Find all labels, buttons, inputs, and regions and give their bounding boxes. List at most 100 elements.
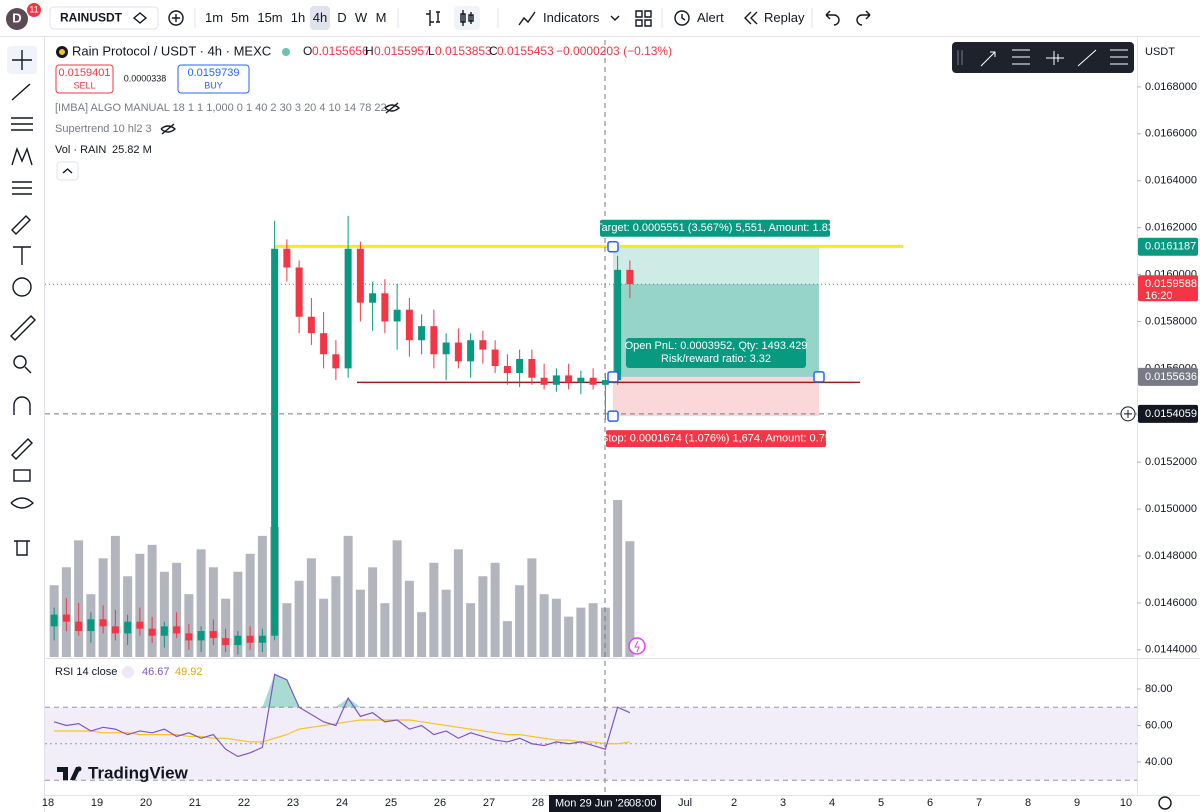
candle-body — [369, 293, 377, 303]
sell-button[interactable] — [55, 64, 114, 94]
time-label: 23 — [287, 797, 299, 809]
volume-bar — [331, 576, 341, 657]
avatar-letter: D — [12, 10, 21, 25]
buy-button[interactable] — [177, 64, 250, 94]
prediction-tool[interactable] — [12, 181, 32, 195]
magnet-tool[interactable] — [13, 396, 31, 415]
replay-button[interactable]: Replay — [764, 10, 805, 25]
candle-body — [540, 377, 548, 385]
replay-icon[interactable] — [744, 11, 758, 25]
collapse-legend[interactable] — [56, 161, 79, 181]
volume-bar — [245, 553, 255, 657]
zoom-tool[interactable] — [13, 355, 27, 369]
indicator-legend[interactable]: Supertrend 10 hl2 3 — [55, 123, 152, 135]
c-label: C — [489, 44, 498, 58]
interval-button[interactable]: 15m — [257, 10, 282, 25]
symbol-search[interactable] — [49, 6, 159, 30]
line-tool[interactable] — [1077, 49, 1097, 67]
undo[interactable] — [825, 10, 840, 26]
volume-bar — [429, 562, 439, 657]
add-symbol[interactable] — [168, 10, 184, 26]
rsi-ma-value: 49.92 — [175, 666, 203, 678]
trendline-tool[interactable] — [11, 83, 31, 101]
visibility-tool[interactable] — [10, 497, 35, 509]
interval-button[interactable]: W — [355, 10, 368, 25]
position-handle[interactable] — [813, 371, 825, 383]
candle-body — [577, 377, 585, 383]
lock-drawing-tool[interactable] — [11, 438, 33, 460]
time-label: 10 — [1120, 797, 1132, 809]
indicators-button[interactable]: Indicators — [543, 10, 600, 25]
avatar[interactable] — [6, 8, 28, 30]
indicators-icon[interactable] — [518, 11, 536, 26]
interval-button[interactable]: 5m — [231, 10, 249, 25]
volume-bar — [380, 603, 390, 657]
candle-body — [442, 342, 450, 355]
layouts-icon[interactable] — [635, 10, 652, 27]
crosshair-tool[interactable] — [12, 50, 32, 70]
axis-settings[interactable] — [1158, 796, 1172, 810]
interval-button[interactable]: M — [376, 10, 387, 25]
lock-tool[interactable] — [13, 469, 31, 482]
dropdown-icon[interactable] — [610, 15, 620, 21]
top-toolbar: D 11 RAINUSDT 1m 5m 15m 1h 4h D W M Indicators … — [0, 0, 1200, 37]
interval-button[interactable]: 4h — [313, 10, 327, 25]
candle-body — [258, 635, 266, 643]
lightning — [634, 640, 640, 653]
arrow-tool[interactable] — [980, 51, 996, 67]
price-label-bg — [1138, 367, 1198, 386]
fib-tool[interactable] — [11, 117, 33, 131]
chart-type-active[interactable] — [454, 6, 480, 30]
pnl-label-bg — [626, 338, 806, 368]
interval-button[interactable]: 1h — [291, 10, 305, 25]
stop-label: Stop: 0.0001674 (1.076%) 1,674, Amount: … — [601, 433, 831, 445]
candle-body — [160, 626, 168, 636]
fork-tool[interactable] — [1046, 51, 1064, 65]
time-label: 27 — [483, 797, 495, 809]
hidden-icon[interactable] — [384, 102, 401, 114]
price-pane — [45, 215, 1137, 657]
alert-icon[interactable] — [674, 10, 690, 26]
measure-tool[interactable] — [10, 315, 36, 341]
indicator-legend[interactable]: [IMBA] ALGO MANUAL 18 1 1 1,000 0 1 40 2… — [55, 102, 387, 114]
events-icon[interactable] — [628, 637, 646, 655]
interval-button[interactable]: D — [337, 10, 346, 25]
candle-body — [111, 626, 119, 634]
bars-icon[interactable] — [426, 10, 440, 26]
brush-tool[interactable] — [11, 215, 31, 235]
candle-body — [430, 326, 438, 355]
time-label: 2 — [731, 797, 737, 809]
remove-tool[interactable] — [14, 540, 30, 556]
position-handle[interactable] — [607, 410, 619, 422]
volume-bar — [196, 549, 206, 657]
buy-label: BUY — [204, 80, 223, 90]
interval-button[interactable]: 1m — [205, 10, 223, 25]
target-label: Target: 0.0005551 (3.567%) 5,551, Amount… — [596, 222, 834, 234]
volume-value: 25.82 M — [112, 144, 152, 156]
icon-tool[interactable] — [12, 277, 32, 297]
stop-zone — [613, 376, 819, 417]
rsi-icon[interactable] — [122, 666, 134, 678]
redo[interactable] — [856, 10, 871, 26]
volume-bar — [613, 500, 623, 657]
price-tick-label: 0.0162000 — [1145, 222, 1197, 234]
time-label: Jul — [678, 797, 692, 809]
crosshair-date: Mon 29 Jun '26 — [555, 797, 630, 809]
drag-handle[interactable] — [957, 50, 963, 65]
price-label-bg — [1138, 237, 1198, 256]
volume-bar — [74, 540, 84, 657]
hidden-icon[interactable] — [160, 123, 177, 135]
price-tick-label: 0.0164000 — [1145, 175, 1197, 187]
o-value: 0.0155656 — [312, 44, 369, 58]
settings-tool[interactable] — [1110, 49, 1128, 65]
volume-bar — [319, 598, 329, 657]
legend: Rain Protocol / USDT · 4h · MEXC O 0.015… — [55, 43, 672, 181]
lines-tool[interactable] — [1012, 49, 1030, 65]
pattern-tool[interactable] — [11, 146, 33, 166]
text-tool[interactable] — [13, 246, 31, 265]
alert-button[interactable]: Alert — [697, 10, 724, 25]
position-handle[interactable] — [607, 371, 619, 383]
toolbar-bg — [0, 0, 1200, 36]
position-handle[interactable] — [607, 240, 619, 253]
candles-icon — [460, 10, 474, 26]
